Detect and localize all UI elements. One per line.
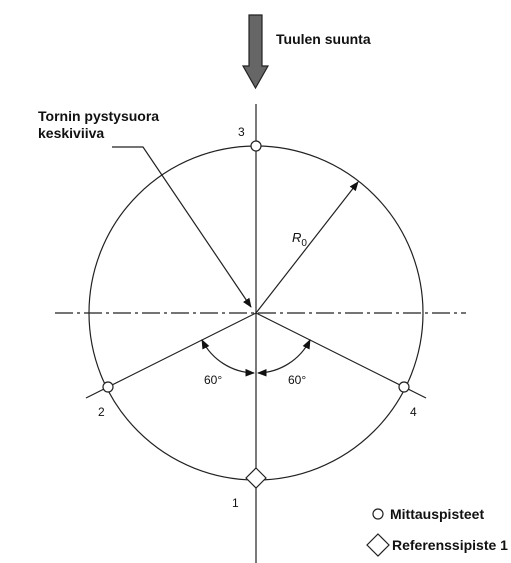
angle-arc <box>201 339 255 377</box>
point-marker <box>250 140 262 152</box>
wind-arrow <box>241 14 270 90</box>
point-label: 1 <box>232 496 239 510</box>
point-label: 2 <box>98 405 105 419</box>
legend-label: Referenssipiste 1 <box>392 537 508 553</box>
point-marker <box>398 381 410 393</box>
axis-pointer <box>112 146 252 308</box>
point-marker <box>102 381 114 393</box>
point-label: 3 <box>238 125 245 139</box>
angle-label: 60° <box>288 373 306 387</box>
radius-arrow <box>255 181 359 314</box>
radius-label: R0 <box>292 230 307 249</box>
angle-label: 60° <box>204 373 222 387</box>
radial-line <box>85 312 257 399</box>
axis-label: Tornin pystysuora <box>38 108 159 124</box>
legend-label: Mittauspisteet <box>390 506 484 522</box>
radial-line <box>255 312 427 399</box>
angle-arc <box>257 339 311 377</box>
reference-marker <box>245 467 267 489</box>
point-label: 4 <box>410 405 417 419</box>
legend-circle <box>372 508 384 520</box>
legend-diamond <box>366 533 390 557</box>
wind-label: Tuulen suunta <box>276 31 371 47</box>
axis-label: keskiviiva <box>38 125 104 141</box>
